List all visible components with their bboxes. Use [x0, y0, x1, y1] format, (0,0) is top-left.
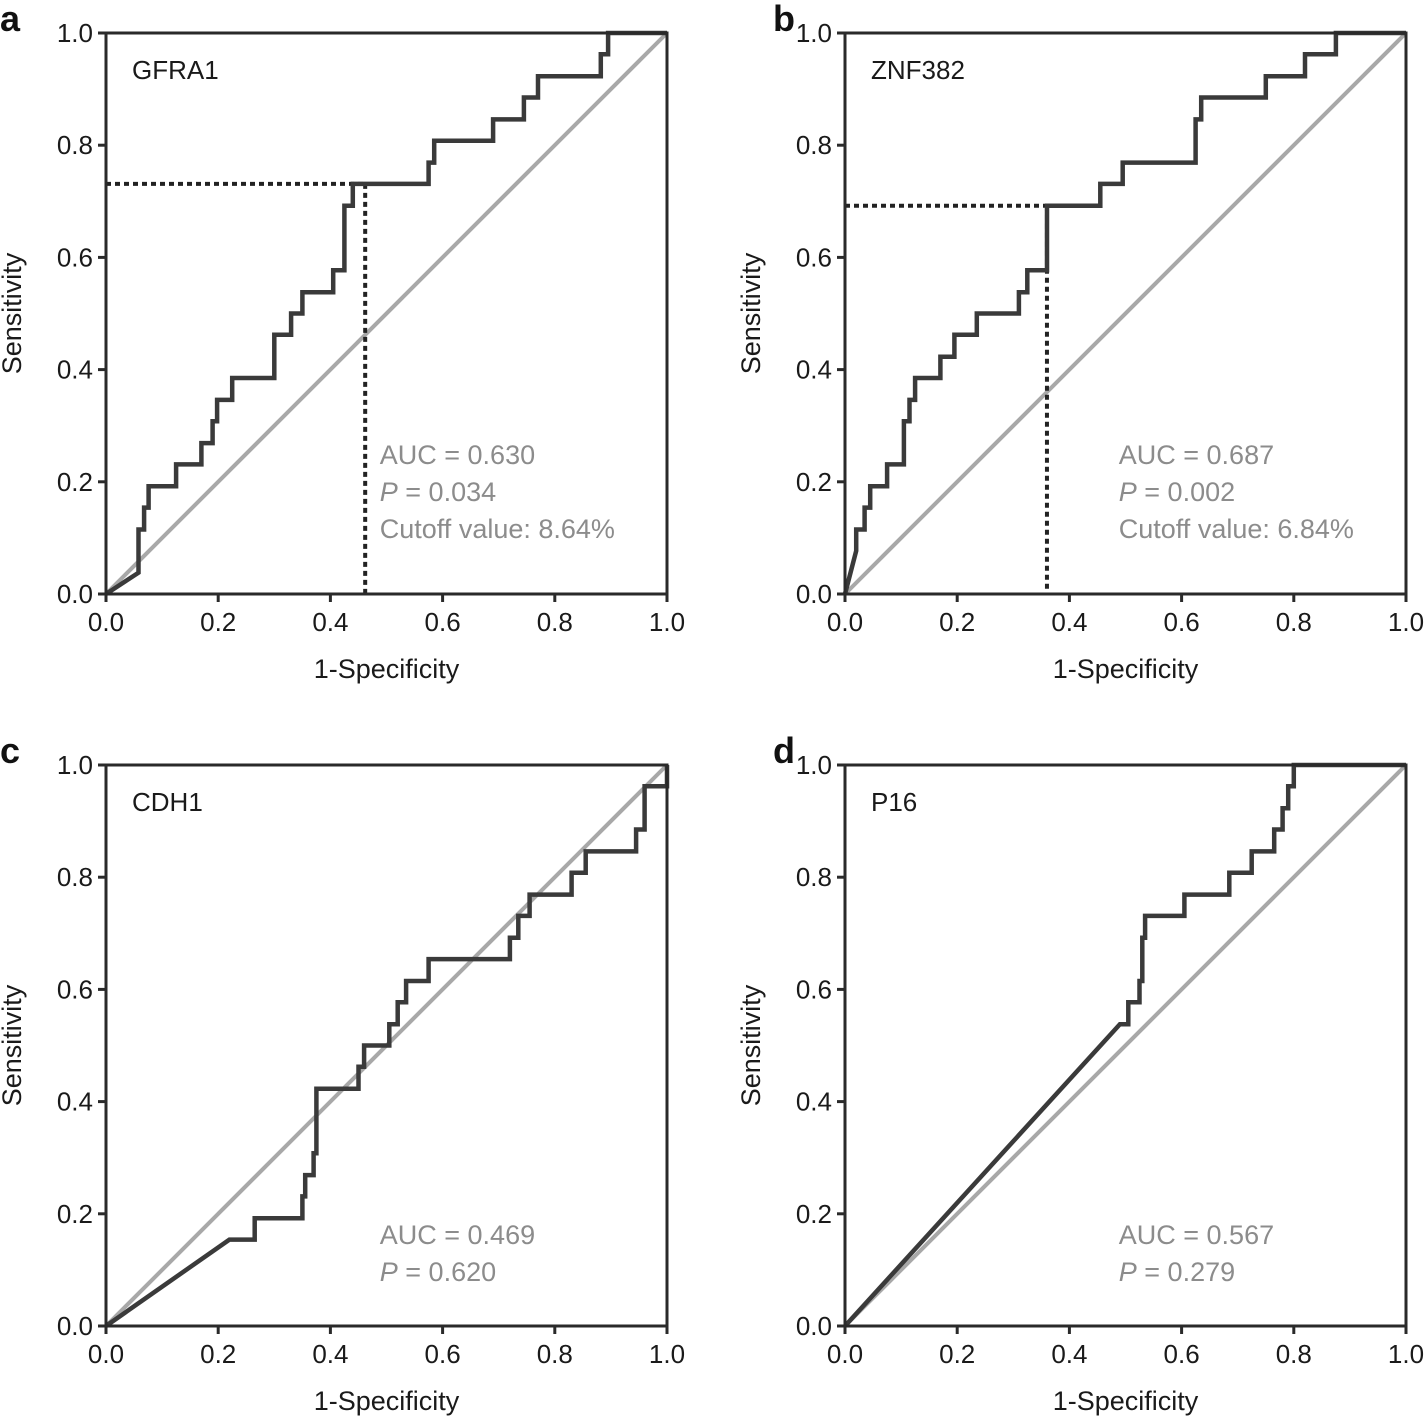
x-tick-label: 0.2 — [200, 607, 236, 637]
x-tick-label: 0.4 — [312, 607, 348, 637]
x-tick-label: 0.6 — [425, 1339, 461, 1369]
gene-title: ZNF382 — [871, 55, 965, 85]
x-tick-label: 0.0 — [88, 1339, 124, 1369]
x-tick-label: 0.2 — [200, 1339, 236, 1369]
roc-curve-d-0 — [843, 762, 1406, 1328]
cutoff-value-text: Cutoff value: 8.64% — [380, 514, 615, 544]
panel-letter: a — [0, 0, 21, 39]
plot-frame — [104, 763, 669, 1328]
x-tick-label: 1.0 — [1388, 1339, 1424, 1369]
auc-value-text: AUC = 0.469 — [380, 1220, 535, 1250]
p-symbol: P — [1119, 477, 1137, 507]
roc-panel-d: 0.0 0.2 0.4 0.6 0.8 1.0 0.0 0.2 0.4 0.6 0.8 1.0 1-Sp… — [736, 730, 1424, 1416]
y-tick-label: 0.4 — [796, 355, 832, 385]
auc-value-text: AUC = 0.630 — [380, 440, 535, 470]
p-value: = 0.620 — [398, 1257, 496, 1287]
x-tick-label: 0.8 — [1276, 1339, 1312, 1369]
p-symbol: P — [380, 477, 398, 507]
p-symbol: P — [1119, 1257, 1137, 1287]
x-tick-label: 0.4 — [1051, 1339, 1087, 1369]
y-tick-label: 0.0 — [796, 1311, 832, 1341]
x-tick-label: 0.6 — [1164, 1339, 1200, 1369]
p-value-text: P = 0.002 — [1119, 477, 1235, 507]
y-tick-label: 0.8 — [796, 130, 832, 160]
x-tick-label: 1.0 — [649, 1339, 685, 1369]
y-tick-label: 0.4 — [57, 355, 93, 385]
x-tick-label: 0.6 — [425, 607, 461, 637]
x-tick-label: 0.0 — [827, 1339, 863, 1369]
y-tick-label: 0.6 — [57, 242, 93, 272]
y-axis-title: Sensitivity — [0, 984, 27, 1106]
roc-panel-b: 0.0 0.2 0.4 0.6 0.8 1.0 0.0 0.2 0.4 0.6 0.8 1.0 1-Sp… — [736, 0, 1424, 684]
x-tick-label: 1.0 — [649, 607, 685, 637]
y-tick-label: 0.6 — [57, 974, 93, 1004]
x-tick-label: 0.4 — [1051, 607, 1087, 637]
auc-value-text: AUC = 0.687 — [1119, 440, 1274, 470]
y-tick-label: 0.0 — [57, 579, 93, 609]
y-tick-label: 0.8 — [57, 862, 93, 892]
roc-curve-a-0 — [104, 30, 667, 596]
gene-title: GFRA1 — [132, 55, 219, 85]
roc-curve-b-0 — [842, 30, 1406, 595]
y-tick-label: 0.2 — [57, 467, 93, 497]
x-axis-title: 1-Specificity — [314, 1386, 460, 1416]
x-tick-label: 0.8 — [537, 607, 573, 637]
x-axis-title: 1-Specificity — [314, 654, 460, 684]
y-axis-title: Sensitivity — [736, 984, 766, 1106]
gene-title: CDH1 — [132, 787, 203, 817]
x-tick-label: 1.0 — [1388, 607, 1424, 637]
y-tick-label: 0.2 — [796, 467, 832, 497]
y-tick-label: 1.0 — [796, 18, 832, 48]
auc-value-text: AUC = 0.567 — [1119, 1220, 1274, 1250]
x-tick-label: 0.0 — [827, 607, 863, 637]
cutoff-value-text: Cutoff value: 6.84% — [1119, 514, 1354, 544]
p-value: = 0.279 — [1137, 1257, 1235, 1287]
x-tick-label: 0.8 — [537, 1339, 573, 1369]
reference-diagonal-line — [104, 31, 669, 596]
panel-letter: b — [773, 0, 795, 39]
y-tick-label: 0.4 — [57, 1087, 93, 1117]
y-axis-title: Sensitivity — [736, 252, 766, 374]
plot-frame — [843, 31, 1408, 596]
y-tick-label: 0.2 — [796, 1199, 832, 1229]
y-tick-label: 0.6 — [796, 974, 832, 1004]
x-tick-label: 0.0 — [88, 607, 124, 637]
roc-panel-c: 0.0 0.2 0.4 0.6 0.8 1.0 0.0 0.2 0.4 0.6 0.8 1.0 1-Sp… — [0, 730, 685, 1416]
x-axis-title: 1-Specificity — [1053, 654, 1199, 684]
panel-letter: d — [773, 730, 795, 771]
y-tick-label: 0.8 — [57, 130, 93, 160]
y-tick-label: 0.8 — [796, 862, 832, 892]
gene-title: P16 — [871, 787, 917, 817]
panel-letter: c — [0, 730, 20, 771]
x-axis-title: 1-Specificity — [1053, 1386, 1199, 1416]
y-axis-title: Sensitivity — [0, 252, 27, 374]
y-tick-label: 0.0 — [57, 1311, 93, 1341]
y-tick-label: 0.0 — [796, 579, 832, 609]
y-tick-label: 0.4 — [796, 1087, 832, 1117]
y-tick-label: 1.0 — [57, 18, 93, 48]
y-tick-label: 1.0 — [796, 750, 832, 780]
p-value-text: P = 0.034 — [380, 477, 496, 507]
y-tick-label: 1.0 — [57, 750, 93, 780]
plot-frame — [104, 31, 669, 596]
p-value-text: P = 0.620 — [380, 1257, 496, 1287]
plot-frame — [843, 763, 1408, 1328]
x-tick-label: 0.4 — [312, 1339, 348, 1369]
reference-diagonal-line — [843, 31, 1408, 596]
y-tick-label: 0.2 — [57, 1199, 93, 1229]
x-tick-label: 0.2 — [939, 1339, 975, 1369]
reference-diagonal-line — [843, 763, 1408, 1328]
y-tick-label: 0.6 — [796, 242, 832, 272]
roc-panel-a: 0.0 0.2 0.4 0.6 0.8 1.0 0.0 0.2 0.4 0.6 0.8 1.0 1-Sp… — [0, 0, 685, 684]
x-tick-label: 0.8 — [1276, 607, 1312, 637]
x-tick-label: 0.2 — [939, 607, 975, 637]
p-value-text: P = 0.279 — [1119, 1257, 1235, 1287]
p-value: = 0.002 — [1137, 477, 1235, 507]
p-symbol: P — [380, 1257, 398, 1287]
roc-curve-c-0 — [104, 765, 670, 1328]
p-value: = 0.034 — [398, 477, 496, 507]
x-tick-label: 0.6 — [1164, 607, 1200, 637]
